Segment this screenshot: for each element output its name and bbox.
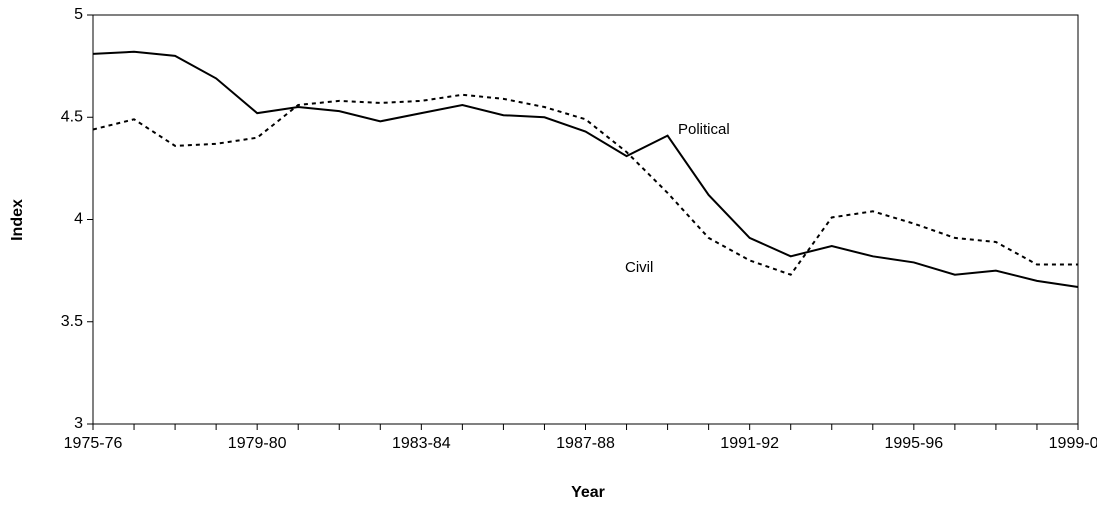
annotation: Political	[678, 121, 730, 138]
x-tick-label: 1983-84	[392, 435, 451, 452]
series-line	[92, 93, 1078, 276]
y-tick-label: 3	[74, 415, 83, 432]
y-tick-label: 3.5	[61, 313, 83, 330]
x-tick-label: 1995-96	[884, 435, 943, 452]
y-tick-label: 5	[74, 6, 83, 23]
plot-frame	[92, 14, 1079, 425]
x-tick-label: 1975-76	[64, 435, 123, 452]
y-tick-label: 4.5	[61, 108, 83, 125]
x-tick-label: 1999-00	[1049, 435, 1097, 452]
x-axis-title: Year	[571, 484, 605, 501]
annotation: Civil	[625, 259, 653, 276]
x-tick-label: 1991-92	[720, 435, 779, 452]
series-line	[92, 50, 1079, 288]
y-axis-title: Index	[9, 199, 26, 241]
x-tick-label: 1987-88	[556, 435, 615, 452]
x-tick-label: 1979-80	[228, 435, 287, 452]
y-tick-label: 4	[74, 211, 83, 228]
